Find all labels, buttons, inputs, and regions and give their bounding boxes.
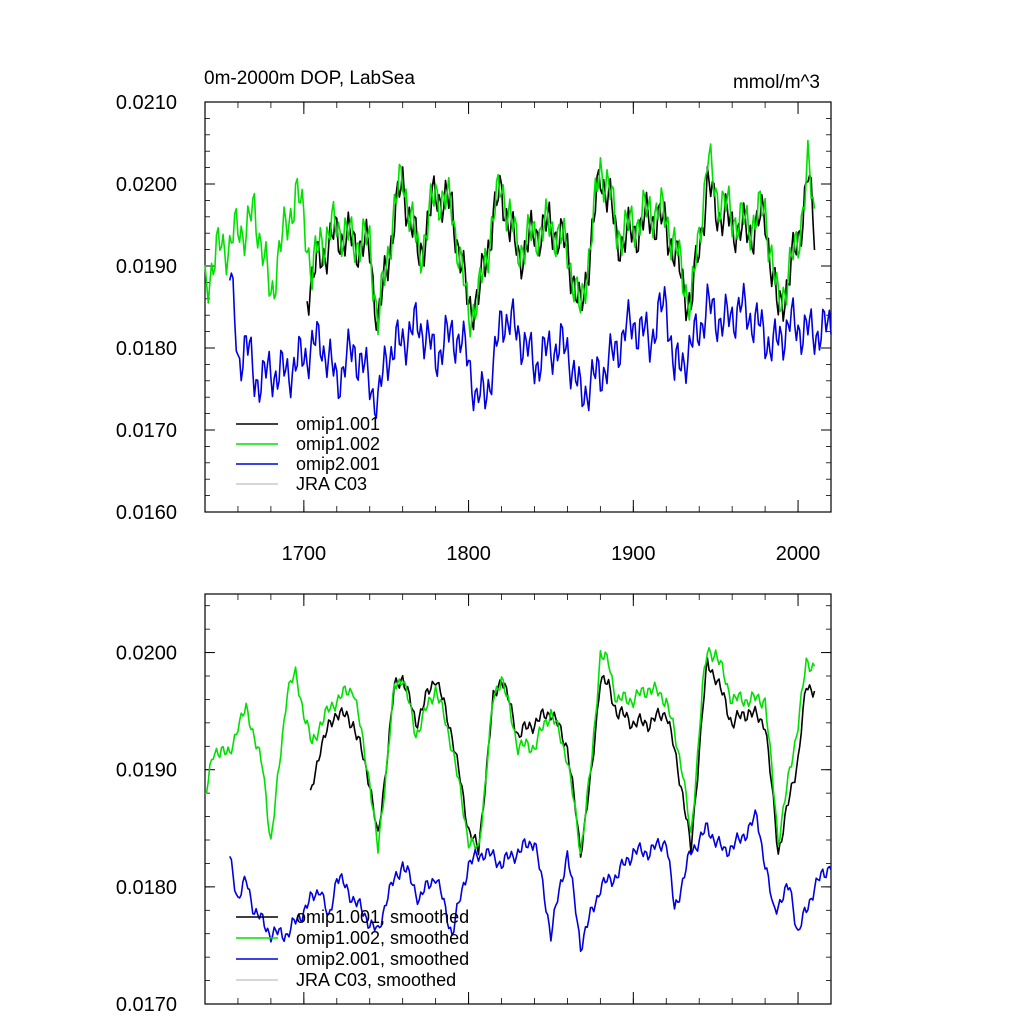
axis-ticks: 0.0170 0.0180 0.0190 0.0200 [116,594,832,1016]
y-tick-label: 0.0180 [116,877,177,899]
y-tick-label: 0.0170 [116,994,177,1016]
bottom-panel: 0.0170 0.0180 0.0190 0.0200 omip1.001, smoo… [116,593,832,1016]
y-tick-label: 0.0160 [116,502,177,524]
series-line-omip2-001-smoothed [228,809,832,953]
units-label: mmol/m^3 [733,72,820,93]
series-lines [204,139,832,419]
x-tick-label: 1800 [446,543,491,565]
legend-label: omip1.001 [296,414,380,434]
series-line-omip2-001 [228,272,832,419]
x-tick-label: 1700 [282,543,327,565]
axis-ticks: 0.0160 0.0170 0.0180 0.0190 0.0200 0.0210 1700… [116,92,832,565]
top-panel: 0m-2000m DOP, LabSea mmol/m^3 0.01600.01… [116,68,832,565]
chart-title: 0m-2000m DOP, LabSea [204,68,415,89]
series-lines [204,646,832,953]
plot-frame [204,593,832,1005]
y-tick-label: 0.0200 [116,643,177,665]
y-tick-label: 0.0200 [116,174,177,196]
legend-label: JRA C03 [296,474,367,494]
y-tick-label: 0.0180 [116,338,177,360]
y-tick-label: 0.0170 [116,420,177,442]
y-tick-label: 0.0190 [116,256,177,278]
legend-label: omip1.001, smoothed [296,907,469,927]
legend-label: omip1.002, smoothed [296,928,469,948]
x-tick-label: 1900 [611,543,656,565]
series-line-omip1-001-smoothed [309,657,816,858]
y-tick-label: 0.0210 [116,92,177,114]
legend-label: omip2.001 [296,454,380,474]
series-line-omip1-001 [306,165,816,332]
legend-label: omip1.002 [296,434,380,454]
series-line-omip1-002-smoothed [204,646,816,855]
series-line-omip1-002 [204,139,816,338]
plot-frame [204,101,832,513]
y-tick-label: 0.0190 [116,760,177,782]
x-tick-label: 2000 [776,543,821,565]
legend-label: omip2.001, smoothed [296,949,469,969]
legend-label: JRA C03, smoothed [296,970,456,990]
